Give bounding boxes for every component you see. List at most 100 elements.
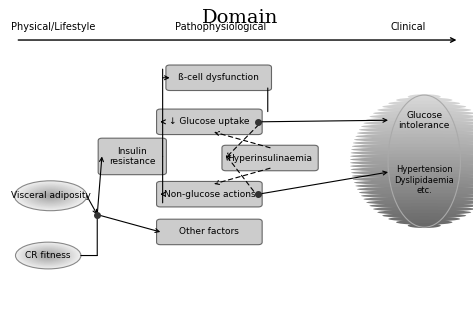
Text: Pathophysiological: Pathophysiological	[175, 22, 267, 33]
Ellipse shape	[47, 194, 54, 197]
Ellipse shape	[16, 242, 81, 269]
Ellipse shape	[34, 250, 63, 261]
Text: Other factors: Other factors	[180, 228, 239, 236]
Ellipse shape	[366, 117, 474, 122]
Ellipse shape	[396, 220, 453, 225]
Ellipse shape	[17, 243, 80, 269]
Ellipse shape	[352, 173, 474, 179]
Ellipse shape	[21, 244, 75, 267]
Ellipse shape	[21, 184, 80, 208]
Ellipse shape	[22, 245, 74, 266]
Ellipse shape	[38, 252, 58, 259]
Ellipse shape	[43, 193, 58, 199]
Ellipse shape	[30, 248, 67, 263]
Ellipse shape	[408, 94, 441, 99]
Ellipse shape	[370, 203, 474, 208]
Ellipse shape	[32, 188, 69, 203]
Ellipse shape	[364, 197, 474, 202]
Ellipse shape	[46, 194, 55, 198]
Ellipse shape	[350, 160, 474, 165]
Ellipse shape	[33, 249, 64, 262]
Ellipse shape	[353, 141, 474, 145]
Ellipse shape	[43, 253, 54, 258]
Ellipse shape	[32, 249, 64, 262]
Ellipse shape	[36, 251, 60, 260]
Ellipse shape	[20, 183, 81, 208]
Ellipse shape	[41, 252, 56, 259]
Ellipse shape	[46, 255, 50, 256]
Ellipse shape	[23, 245, 73, 266]
Ellipse shape	[38, 191, 63, 201]
Ellipse shape	[357, 131, 474, 136]
Ellipse shape	[44, 254, 53, 257]
Ellipse shape	[351, 150, 474, 155]
Ellipse shape	[18, 243, 79, 268]
Ellipse shape	[24, 246, 72, 265]
Ellipse shape	[356, 184, 474, 188]
Ellipse shape	[351, 170, 474, 175]
Ellipse shape	[357, 187, 474, 192]
Ellipse shape	[27, 186, 73, 205]
Ellipse shape	[388, 101, 460, 106]
Ellipse shape	[373, 111, 474, 116]
Text: Clinical: Clinical	[390, 22, 426, 33]
Ellipse shape	[49, 195, 52, 196]
Ellipse shape	[388, 216, 460, 222]
Ellipse shape	[20, 244, 76, 267]
Ellipse shape	[34, 189, 67, 203]
FancyBboxPatch shape	[156, 181, 262, 207]
Ellipse shape	[31, 188, 70, 204]
Ellipse shape	[359, 190, 474, 195]
Ellipse shape	[408, 223, 441, 228]
Ellipse shape	[377, 107, 471, 112]
Ellipse shape	[361, 193, 474, 198]
Ellipse shape	[19, 244, 78, 268]
FancyBboxPatch shape	[166, 65, 272, 90]
Ellipse shape	[383, 104, 466, 109]
Ellipse shape	[24, 185, 77, 207]
Ellipse shape	[37, 190, 64, 201]
Ellipse shape	[41, 192, 60, 200]
FancyBboxPatch shape	[98, 138, 166, 175]
Ellipse shape	[42, 253, 55, 258]
Ellipse shape	[370, 114, 474, 119]
Ellipse shape	[373, 207, 474, 211]
Ellipse shape	[39, 252, 57, 259]
Ellipse shape	[350, 164, 474, 168]
Ellipse shape	[36, 190, 65, 202]
Ellipse shape	[364, 121, 474, 126]
FancyBboxPatch shape	[156, 109, 262, 135]
Ellipse shape	[35, 189, 66, 202]
FancyBboxPatch shape	[222, 145, 318, 171]
Ellipse shape	[28, 247, 68, 264]
Text: CR fitness: CR fitness	[26, 251, 71, 260]
Ellipse shape	[27, 246, 70, 264]
Ellipse shape	[14, 181, 87, 211]
Ellipse shape	[366, 200, 474, 205]
Ellipse shape	[356, 134, 474, 139]
Ellipse shape	[351, 147, 474, 152]
Ellipse shape	[354, 180, 474, 185]
Ellipse shape	[377, 210, 471, 215]
Ellipse shape	[396, 98, 453, 102]
Ellipse shape	[17, 182, 84, 210]
Ellipse shape	[383, 213, 466, 218]
Text: Domain: Domain	[201, 9, 278, 27]
Text: Physical/Lifestyle: Physical/Lifestyle	[11, 22, 95, 33]
Ellipse shape	[16, 181, 85, 210]
Ellipse shape	[354, 137, 474, 142]
Text: ↓ Glucose uptake: ↓ Glucose uptake	[169, 117, 250, 126]
Ellipse shape	[27, 247, 69, 264]
Text: ß-cell dysfunction: ß-cell dysfunction	[178, 73, 259, 82]
Ellipse shape	[40, 191, 62, 200]
Ellipse shape	[31, 248, 65, 263]
Ellipse shape	[350, 157, 474, 162]
FancyBboxPatch shape	[156, 219, 262, 245]
Ellipse shape	[47, 255, 49, 256]
Ellipse shape	[29, 187, 72, 205]
Text: Hypertension
Dyslipidaemia
etc.: Hypertension Dyslipidaemia etc.	[394, 165, 454, 195]
Ellipse shape	[18, 182, 83, 209]
Ellipse shape	[19, 183, 82, 209]
Ellipse shape	[45, 193, 56, 198]
Ellipse shape	[27, 186, 75, 206]
